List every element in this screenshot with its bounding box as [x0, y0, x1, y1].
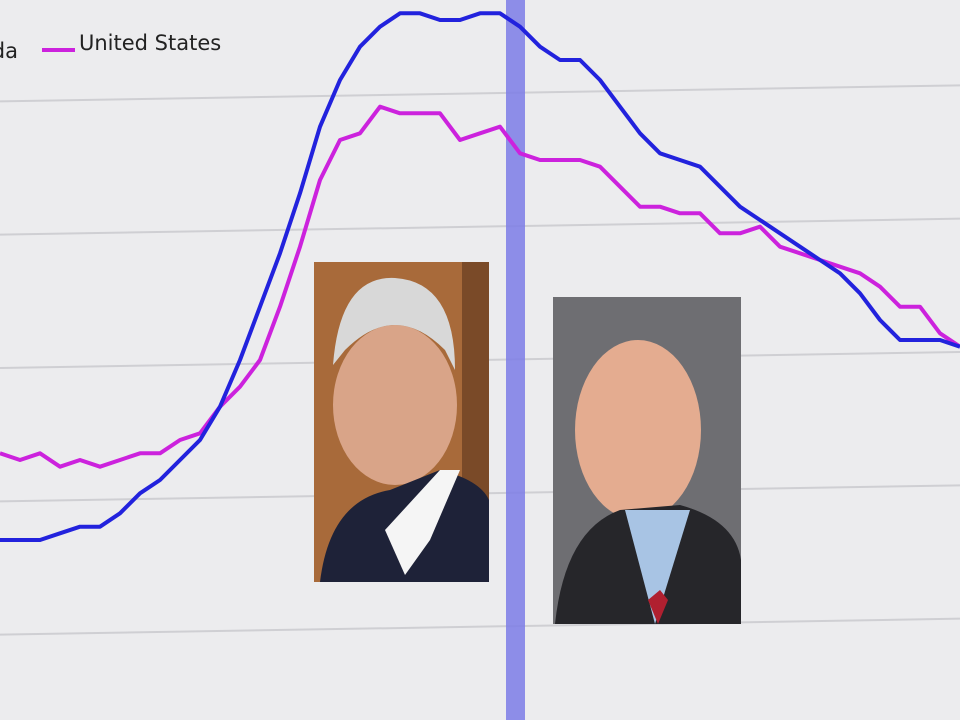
legend: Florida United States — [0, 31, 221, 63]
photo-right — [553, 297, 741, 624]
grid-line — [0, 217, 960, 236]
term-divider — [506, 0, 525, 720]
grid-line — [0, 617, 960, 636]
legend-label: Florida — [0, 39, 18, 63]
series-line — [0, 11, 960, 542]
plot — [0, 11, 960, 542]
legend-label: United States — [79, 31, 221, 55]
grid-line — [0, 84, 960, 103]
series-line — [0, 104, 960, 469]
photo-left — [314, 262, 489, 582]
